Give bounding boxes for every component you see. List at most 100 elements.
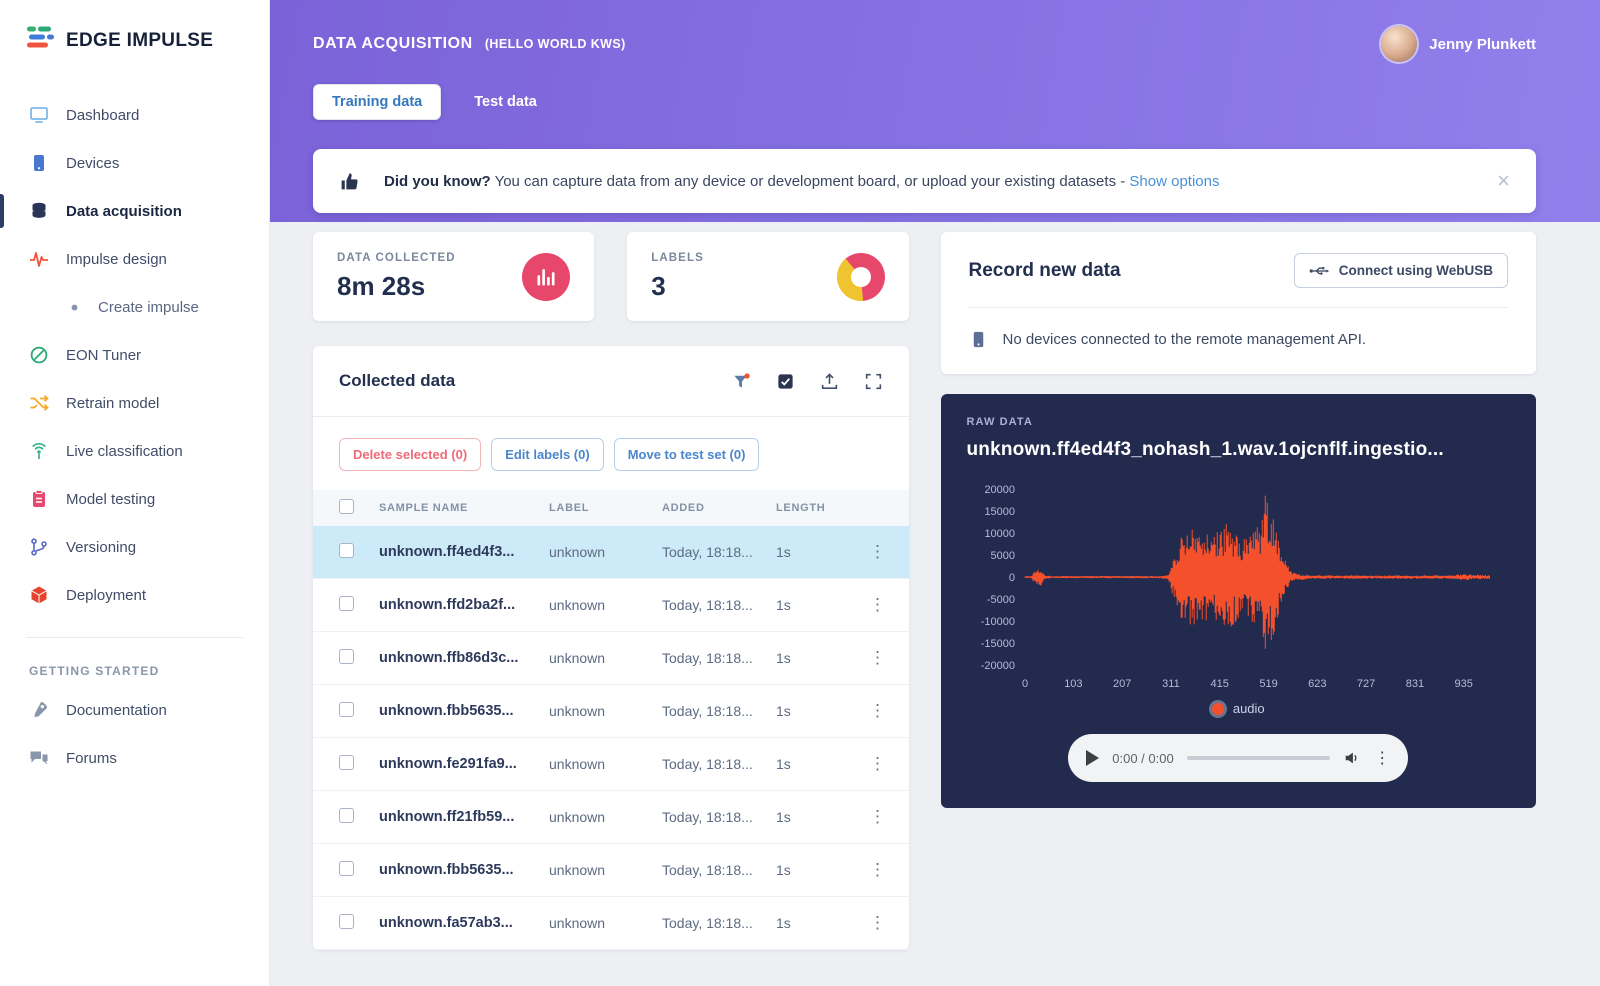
play-button[interactable] xyxy=(1086,750,1100,767)
sidebar-item-retrain-model[interactable]: Retrain model xyxy=(0,379,269,427)
user-menu[interactable]: Jenny Plunkett xyxy=(1381,26,1536,62)
sidebar-item-deployment[interactable]: Deployment xyxy=(0,571,269,619)
sidebar-item-dashboard[interactable]: Dashboard xyxy=(0,91,269,139)
row-menu-icon[interactable]: ⋮ xyxy=(869,754,886,773)
sample-length: 1s xyxy=(776,809,791,825)
select-all-checkbox[interactable] xyxy=(339,499,354,514)
move-to-test-set-button[interactable]: Move to test set (0) xyxy=(613,438,760,471)
brand-name: EDGE IMPULSE xyxy=(66,29,214,51)
sidebar-item-label: Versioning xyxy=(66,538,137,556)
row-menu-icon[interactable]: ⋮ xyxy=(869,807,886,826)
player-time: 0:00 / 0:00 xyxy=(1112,750,1174,766)
bulk-actions: Delete selected (0) Edit labels (0) Move t… xyxy=(313,417,909,490)
tab-test-data[interactable]: Test data xyxy=(474,94,537,110)
table-row[interactable]: unknown.fbb5635... unknown Today, 18:18.… xyxy=(313,844,909,897)
row-checkbox[interactable] xyxy=(339,649,354,664)
brand-logo[interactable]: EDGE IMPULSE xyxy=(0,26,269,55)
row-menu-icon[interactable]: ⋮ xyxy=(869,595,886,614)
connect-webusb-button[interactable]: Connect using WebUSB xyxy=(1293,253,1508,288)
page-header: DATA ACQUISITION (HELLO WORLD KWS) Jenny… xyxy=(270,0,1600,222)
sidebar-item-versioning[interactable]: Versioning xyxy=(0,523,269,571)
sidebar-item-model-testing[interactable]: Model testing xyxy=(0,475,269,523)
sidebar-item-label: Impulse design xyxy=(66,250,167,268)
row-checkbox[interactable] xyxy=(339,861,354,876)
raw-filename: unknown.ff4ed4f3_nohash_1.wav.1ojcnflf.i… xyxy=(966,439,1444,460)
select-mode-icon[interactable] xyxy=(776,372,795,391)
tab-training-data[interactable]: Training data xyxy=(313,84,442,120)
retrain-icon xyxy=(29,393,49,413)
row-menu-icon[interactable]: ⋮ xyxy=(869,648,886,667)
usb-icon xyxy=(1309,264,1330,278)
row-checkbox[interactable] xyxy=(339,808,354,823)
row-checkbox[interactable] xyxy=(339,755,354,770)
show-options-link[interactable]: Show options xyxy=(1129,172,1220,190)
project-name: (HELLO WORLD KWS) xyxy=(484,37,626,51)
filter-icon[interactable] xyxy=(732,372,751,391)
raw-data-card: RAW DATA unknown.ff4ed4f3_nohash_1.wav.1… xyxy=(940,394,1536,809)
avatar xyxy=(1381,26,1418,62)
sidebar: EDGE IMPULSE Dashboard Devices Data acqu… xyxy=(0,0,270,986)
devices-icon xyxy=(29,153,49,173)
svg-text:0: 0 xyxy=(1008,572,1014,584)
info-banner: Did you know? You can capture data from … xyxy=(313,149,1536,213)
sample-length: 1s xyxy=(776,703,791,719)
sidebar-item-create-impulse[interactable]: Create impulse xyxy=(0,283,269,331)
sample-added: Today, 18:18... xyxy=(662,703,753,719)
table-row[interactable]: unknown.ff4ed4f3... unknown Today, 18:18… xyxy=(313,526,909,579)
player-menu-icon[interactable]: ⋮ xyxy=(1374,750,1391,768)
versioning-icon xyxy=(29,537,49,557)
sidebar-nav-secondary: Documentation Forums xyxy=(0,686,269,782)
sample-added: Today, 18:18... xyxy=(662,597,753,613)
row-menu-icon[interactable]: ⋮ xyxy=(869,542,886,561)
volume-icon[interactable] xyxy=(1343,749,1361,767)
table-row[interactable]: unknown.ffb86d3c... unknown Today, 18:18… xyxy=(313,632,909,685)
row-checkbox[interactable] xyxy=(339,596,354,611)
row-checkbox[interactable] xyxy=(339,702,354,717)
row-menu-icon[interactable]: ⋮ xyxy=(869,913,886,932)
sidebar-nav-main: Dashboard Devices Data acquisition Impul… xyxy=(0,91,269,619)
svg-text:415: 415 xyxy=(1210,678,1228,690)
row-checkbox[interactable] xyxy=(339,914,354,929)
svg-text:10000: 10000 xyxy=(984,528,1015,540)
chart-legend[interactable]: audio xyxy=(967,701,1511,716)
sidebar-item-impulse-design[interactable]: Impulse design xyxy=(0,235,269,283)
edit-labels-button[interactable]: Edit labels (0) xyxy=(491,438,604,471)
svg-text:935: 935 xyxy=(1454,678,1472,690)
delete-selected-button[interactable]: Delete selected (0) xyxy=(339,438,482,471)
sample-label: unknown xyxy=(549,809,606,825)
sidebar-item-label: Retrain model xyxy=(66,394,160,412)
banner-close-icon[interactable]: × xyxy=(1497,168,1510,193)
table-row[interactable]: unknown.fa57ab3... unknown Today, 18:18.… xyxy=(313,897,909,950)
row-checkbox[interactable] xyxy=(339,543,354,558)
svg-text:-10000: -10000 xyxy=(980,616,1014,628)
stat-label: DATA COLLECTED xyxy=(337,251,456,264)
table-row[interactable]: unknown.ff21fb59... unknown Today, 18:18… xyxy=(313,791,909,844)
left-column: DATA COLLECTED 8m 28s LABELS 3 xyxy=(313,232,909,950)
sample-name: unknown.ffb86d3c... xyxy=(379,650,519,666)
sidebar-item-label: Dashboard xyxy=(66,106,140,124)
sidebar-item-documentation[interactable]: Documentation xyxy=(0,686,269,734)
sample-label: unknown xyxy=(549,756,606,772)
table-row[interactable]: unknown.fe291fa9... unknown Today, 18:18… xyxy=(313,738,909,791)
expand-icon[interactable] xyxy=(864,372,883,391)
sample-label: unknown xyxy=(549,650,606,666)
row-menu-icon[interactable]: ⋮ xyxy=(869,860,886,879)
sidebar-item-label: Live classification xyxy=(66,442,183,460)
table-row[interactable]: unknown.ffd2ba2f... unknown Today, 18:18… xyxy=(313,579,909,632)
sidebar-item-devices[interactable]: Devices xyxy=(0,139,269,187)
sidebar-item-label: EON Tuner xyxy=(66,346,142,364)
sidebar-item-live-classification[interactable]: Live classification xyxy=(0,427,269,475)
sample-label: unknown xyxy=(549,862,606,878)
sample-name: unknown.fe291fa9... xyxy=(379,756,517,772)
row-menu-icon[interactable]: ⋮ xyxy=(869,701,886,720)
sidebar-item-forums[interactable]: Forums xyxy=(0,734,269,782)
sidebar-item-data-acquisition[interactable]: Data acquisition xyxy=(0,187,269,235)
sample-name: unknown.fa57ab3... xyxy=(379,915,513,931)
stat-labels: LABELS 3 xyxy=(627,232,909,321)
table-row[interactable]: unknown.fbb5635... unknown Today, 18:18.… xyxy=(313,685,909,738)
sample-name: unknown.ffd2ba2f... xyxy=(379,597,516,613)
sidebar-item-eon-tuner[interactable]: EON Tuner xyxy=(0,331,269,379)
sample-label: unknown xyxy=(549,915,606,931)
upload-icon[interactable] xyxy=(820,372,839,391)
seek-slider[interactable] xyxy=(1186,756,1331,761)
